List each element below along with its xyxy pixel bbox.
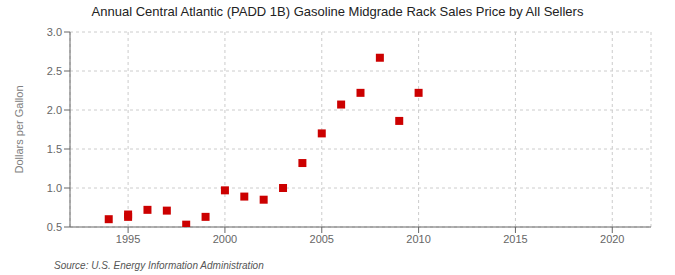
html-text:Annual Central Atlantic (PADD: Annual Central Atlantic (PADD 1B) Gasoli… [91,4,584,19]
svg-text:2015: 2015 [503,233,527,245]
svg-text:Dollars per Gallon: Dollars per Gallon [13,85,25,173]
svg-text:0.5: 0.5 [47,221,62,233]
svg-text:2.5: 2.5 [47,65,62,77]
svg-text:1.5: 1.5 [47,143,62,155]
html-text:Source: U.S. Energy Informatio: Source: U.S. Energy Information Administ… [54,260,264,271]
svg-text:2010: 2010 [406,233,430,245]
svg-text:2020: 2020 [600,233,624,245]
svg-text:1.0: 1.0 [47,182,62,194]
svg-text:2005: 2005 [310,233,334,245]
svg-text:2.0: 2.0 [47,104,62,116]
svg-text:1995: 1995 [116,233,140,245]
svg-text:2000: 2000 [213,233,237,245]
svg-text:3.0: 3.0 [47,26,62,38]
